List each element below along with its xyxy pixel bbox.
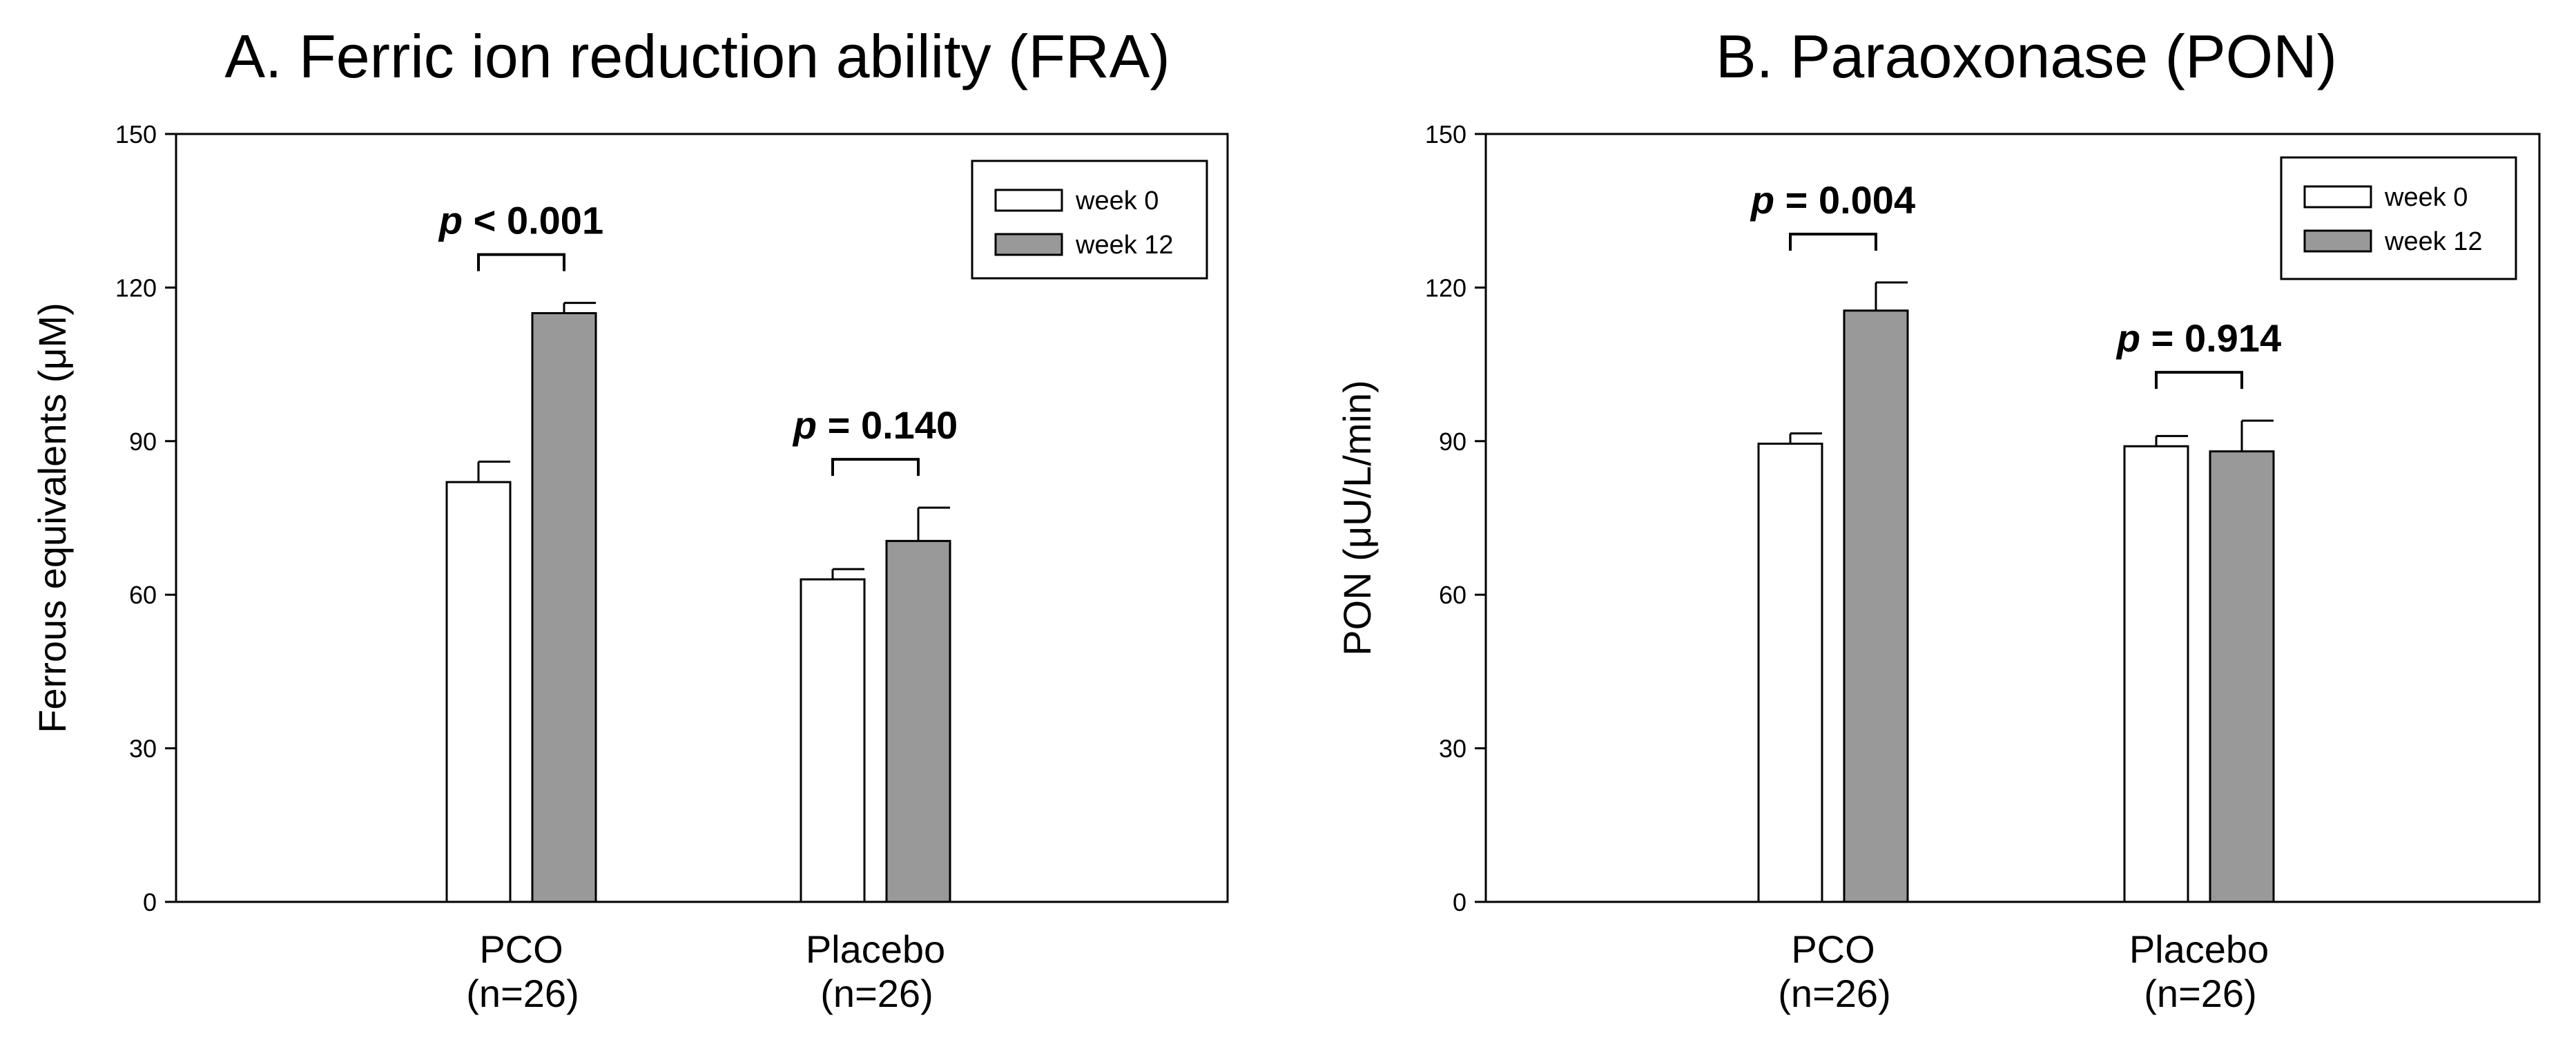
y-axis-label: Ferrous equivalents (μM) xyxy=(30,302,74,733)
y-tick-label: 60 xyxy=(1439,581,1466,609)
y-tick-label: 30 xyxy=(129,735,157,763)
significance-bracket xyxy=(1789,232,1877,251)
p-value-text: < 0.001 xyxy=(463,199,603,242)
legend-label: week 0 xyxy=(1075,186,1159,215)
y-tick-label: 150 xyxy=(1425,120,1466,148)
p-value-label: p = 0.140 xyxy=(792,403,958,447)
p-value-label: p = 0.914 xyxy=(2115,316,2281,360)
legend-label: week 12 xyxy=(1075,231,1174,260)
category-sublabel: (n=26) xyxy=(2144,972,2256,1015)
y-tick-label: 0 xyxy=(143,888,157,916)
legend-swatch-week-0 xyxy=(2303,185,2372,209)
category-label: Placebo xyxy=(806,927,945,971)
significance-bracket xyxy=(477,253,565,271)
p-value-text: = 0.140 xyxy=(817,403,958,447)
legend-box xyxy=(2280,156,2517,280)
legend: week 0 week 12 xyxy=(971,160,1208,280)
p-value-text: = 0.914 xyxy=(2140,316,2281,360)
p-value-italic: p xyxy=(792,403,817,447)
bar-pco-week-0 xyxy=(445,481,512,903)
legend-swatch-week-12 xyxy=(2303,229,2372,253)
bar-pco-week-0 xyxy=(1757,443,1823,903)
legend-label: week 0 xyxy=(2384,183,2468,212)
bar-placebo-week-12 xyxy=(885,539,951,903)
category-sublabel: (n=26) xyxy=(1778,972,1890,1015)
bar-placebo-week-12 xyxy=(2209,450,2275,903)
p-value-label: p < 0.001 xyxy=(438,199,603,242)
p-value-text: = 0.004 xyxy=(1774,178,1915,222)
category-label: PCO xyxy=(479,927,563,971)
p-value-label: p = 0.004 xyxy=(1750,178,1915,222)
y-tick-label: 120 xyxy=(115,273,157,302)
legend-swatch-week-12 xyxy=(994,233,1063,256)
chart-title: B. Paraoxonase (PON) xyxy=(1716,22,2337,90)
chart-title: A. Ferric ion reduction ability (FRA) xyxy=(224,22,1170,90)
y-tick-label: 0 xyxy=(1453,888,1466,916)
bar-placebo-week-0 xyxy=(2123,445,2189,903)
category-sublabel: (n=26) xyxy=(466,972,579,1015)
bar-pco-week-12 xyxy=(531,311,597,903)
y-tick-label: 90 xyxy=(1439,427,1466,456)
y-tick-label: 90 xyxy=(129,427,157,456)
legend: week 0 week 12 xyxy=(2280,156,2517,280)
plot-frame xyxy=(175,133,1229,903)
category-sublabel: (n=26) xyxy=(820,972,933,1015)
legend-box xyxy=(971,160,1208,280)
bar-placebo-week-0 xyxy=(800,578,866,903)
panel-fra: A. Ferric ion reduction ability (FRA) 0 30… xyxy=(30,22,1229,1015)
p-value-italic: p xyxy=(1750,178,1774,222)
y-tick-label: 30 xyxy=(1439,735,1466,763)
y-axis-label: PON (μU/L/min) xyxy=(1335,380,1379,655)
y-tick-label: 120 xyxy=(1425,273,1466,302)
y-tick-label: 60 xyxy=(129,581,157,609)
legend-swatch-week-0 xyxy=(994,189,1063,212)
bar-pco-week-12 xyxy=(1843,309,1909,903)
p-value-italic: p xyxy=(2115,316,2140,360)
significance-bracket xyxy=(831,458,920,476)
p-value-italic: p xyxy=(438,199,463,242)
panel-pon: B. Paraoxonase (PON) 0 30 60 90 120 150 PON (μU… xyxy=(1335,22,2541,1015)
legend-label: week 12 xyxy=(2384,227,2483,256)
y-tick-label: 150 xyxy=(115,120,157,148)
significance-bracket xyxy=(2155,371,2243,389)
plot-frame xyxy=(1484,133,2541,903)
category-label: Placebo xyxy=(2129,927,2269,971)
category-label: PCO xyxy=(1791,927,1875,971)
